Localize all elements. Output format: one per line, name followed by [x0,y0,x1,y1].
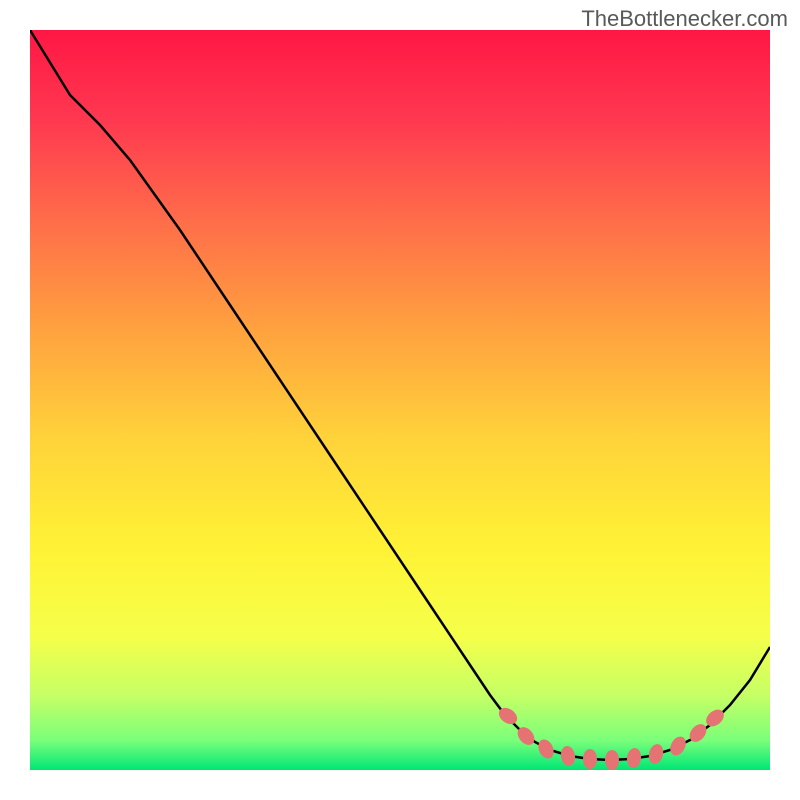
curve-dot [535,737,556,761]
curve-dot [605,750,619,770]
curve-dot [626,747,643,769]
chart-container [30,30,770,770]
curve-dot [583,749,597,769]
curve-dot [647,743,666,766]
curve-overlay [30,30,770,770]
curve-dot [559,745,576,767]
curve-dots [496,705,727,770]
watermark-text: TheBottlenecker.com [581,6,788,32]
curve-dot [667,734,689,758]
bottleneck-curve [30,30,770,760]
